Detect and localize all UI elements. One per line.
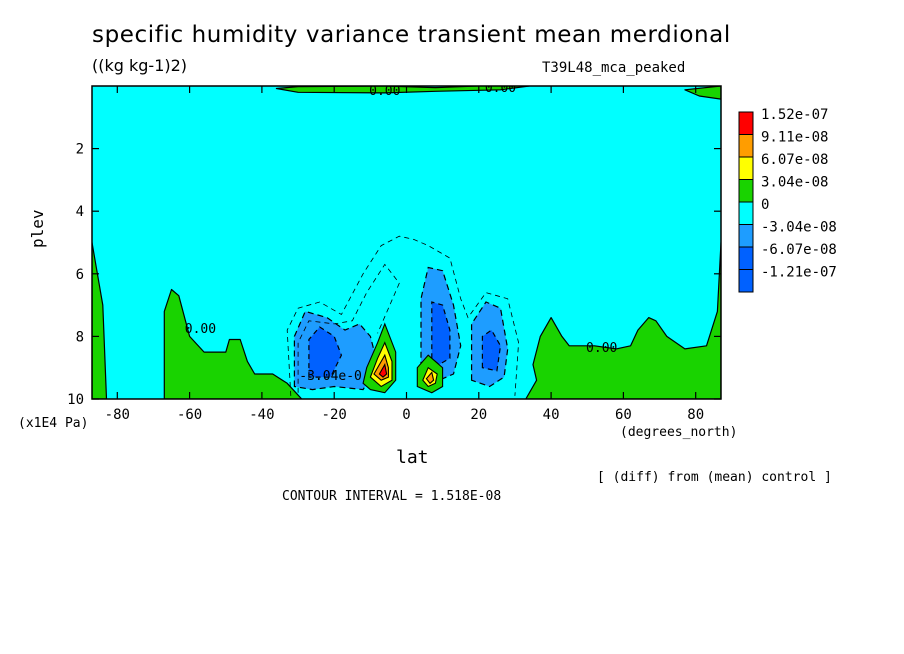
colorbar-swatch-2 [738, 156, 754, 180]
dataset-label: T39L48_mca_peaked [542, 60, 686, 76]
x-tick-label-6: 40 [543, 407, 560, 423]
chart-title: specific humidity variance transient mea… [92, 22, 731, 48]
y-tick-label-0: 2 [76, 142, 84, 158]
positive-region-4 [525, 241, 721, 399]
x-axis-label: lat [396, 447, 429, 468]
colorbar-label-3: 3.04e-08 [761, 175, 828, 191]
colorbar-label-0: 1.52e-07 [761, 107, 828, 123]
negative-contour-1 [297, 263, 400, 393]
colorbar-swatch-1 [738, 134, 754, 158]
y-tick-label-3: 8 [76, 329, 84, 345]
positive-peak-b-2 [425, 371, 435, 385]
negative-minimum-0 [308, 326, 343, 378]
colorbar-label-5: -3.04e-08 [761, 220, 837, 236]
contour-label-1: 0.00 [485, 81, 516, 96]
y-axis-units: (x1E4 Pa) [18, 416, 89, 431]
colorbar-swatch-7 [738, 269, 754, 293]
colorbar-label-6: -6.07e-08 [761, 242, 837, 258]
y-tick-label-4: 10 [67, 392, 84, 408]
positive-peak-a-3 [378, 363, 388, 378]
colorbar-label-4: 0 [761, 197, 769, 213]
x-axis-units: (degrees_north) [620, 425, 738, 440]
contour-label-3: 0.00 [586, 341, 617, 356]
contour-label-2: 0.00 [185, 322, 216, 337]
plot-area: 0.00 0.00 0.00 0.00 -3.04e-0 [92, 81, 721, 399]
positive-region-1 [684, 86, 721, 100]
chart-units: ((kg kg-1)2) [92, 56, 188, 75]
contour-label-4: -3.04e-0 [299, 369, 362, 384]
x-tick-label-4: 0 [402, 407, 410, 423]
axes: -80 -60 -40 -20 0 20 40 60 80 2 4 6 8 10 [67, 86, 721, 423]
contour-label-0: 0.00 [369, 84, 400, 99]
colorbar-swatch-0 [738, 111, 754, 135]
x-tick-label-0: -80 [105, 407, 130, 423]
x-tick-label-2: -40 [249, 407, 274, 423]
colorbar-swatch-5 [738, 224, 754, 248]
colorbar-swatch-6 [738, 246, 754, 270]
x-tick-label-5: 20 [470, 407, 487, 423]
x-tick-label-7: 60 [615, 407, 632, 423]
colorbar-swatch-4 [738, 201, 754, 225]
colorbar-label-1: 9.11e-08 [761, 130, 828, 146]
y-tick-label-1: 4 [76, 204, 84, 220]
colorbar-label-7: -1.21e-07 [761, 265, 837, 281]
x-tick-label-8: 80 [687, 407, 704, 423]
colorbar-swatch-3 [738, 179, 754, 203]
colorbar: 1.52e-07 9.11e-08 6.07e-08 3.04e-08 0 -3.04e-… [738, 107, 837, 293]
x-tick-label-3: -20 [322, 407, 347, 423]
positive-region-3 [163, 288, 303, 399]
colorbar-label-2: 6.07e-08 [761, 152, 828, 168]
y-tick-label-2: 6 [76, 267, 84, 283]
x-tick-label-1: -60 [177, 407, 202, 423]
contour-interval: CONTOUR INTERVAL = 1.518E-08 [282, 489, 502, 504]
positive-region-2 [92, 241, 108, 399]
negative-contour-0 [286, 235, 520, 396]
negative-minimum-2 [481, 329, 502, 372]
diff-note: [ (diff) from (mean) control ] [597, 470, 832, 485]
negative-minimum-1 [431, 301, 451, 366]
